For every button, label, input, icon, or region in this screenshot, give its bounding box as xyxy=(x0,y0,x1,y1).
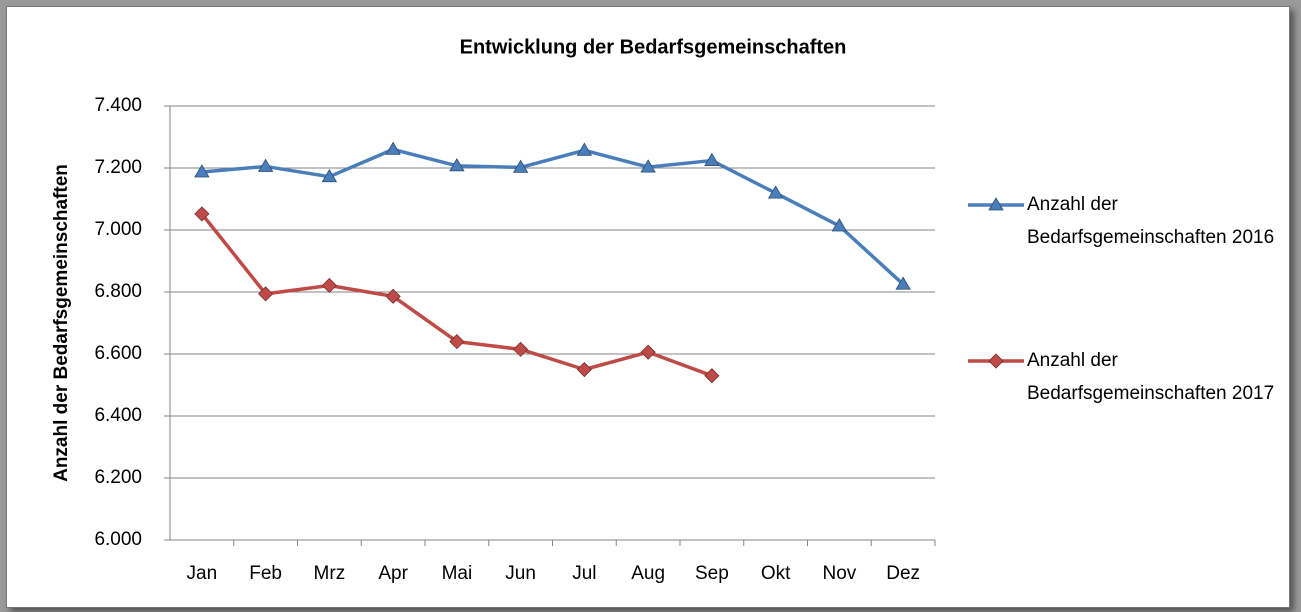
point xyxy=(257,158,274,172)
x-tick-label: Apr xyxy=(378,563,408,584)
series-line xyxy=(201,147,905,286)
point xyxy=(513,341,529,357)
legend-label: Anzahl der Bedarfsgemeinschaften 2016 xyxy=(1027,194,1275,248)
y-tick-label: 6.600 xyxy=(94,343,142,364)
y-axis-title: Anzahl der Bedarfsgemeinschaften xyxy=(51,164,72,482)
y-tick-label: 7.200 xyxy=(94,157,142,178)
point xyxy=(321,277,337,294)
y-tick-label: 6.000 xyxy=(94,529,142,550)
point xyxy=(194,164,210,178)
point xyxy=(258,286,274,302)
point xyxy=(767,185,784,199)
point xyxy=(704,152,720,166)
point xyxy=(988,353,1004,369)
point xyxy=(576,142,593,156)
point xyxy=(640,344,656,360)
point xyxy=(988,197,1004,211)
legend-label: Anzahl der Bedarfsgemeinschaften 2017 xyxy=(1027,350,1275,404)
y-tick-label: 7.000 xyxy=(94,219,142,240)
y-tick-label: 6.800 xyxy=(94,281,142,302)
point xyxy=(576,361,592,378)
point xyxy=(831,218,848,232)
series-line xyxy=(200,212,713,378)
x-tick-label: Jan xyxy=(187,563,218,584)
chart-title: Entwicklung der Bedarfsgemeinschaften xyxy=(460,36,847,58)
y-tick-label: 7.400 xyxy=(94,95,142,116)
point xyxy=(895,276,911,290)
x-tick-label: Mai xyxy=(442,563,473,584)
x-tick-label: Nov xyxy=(822,563,856,584)
point xyxy=(385,288,401,304)
x-tick-label: Feb xyxy=(249,563,282,584)
x-tick-label: Dez xyxy=(886,563,920,584)
x-tick-label: Aug xyxy=(631,563,665,584)
x-tick-label: Jun xyxy=(505,563,536,584)
y-tick-label: 6.200 xyxy=(94,467,142,488)
y-tick-label: 6.400 xyxy=(94,405,142,426)
point xyxy=(321,168,338,183)
point xyxy=(449,158,465,172)
point xyxy=(385,141,401,155)
point xyxy=(640,159,656,173)
point xyxy=(449,334,465,350)
x-tick-label: Jul xyxy=(572,563,596,584)
x-tick-label: Mrz xyxy=(314,563,346,584)
point xyxy=(512,159,529,173)
point xyxy=(704,368,720,384)
point xyxy=(194,206,210,222)
x-tick-label: Sep xyxy=(695,563,729,584)
x-tick-label: Okt xyxy=(761,563,791,584)
